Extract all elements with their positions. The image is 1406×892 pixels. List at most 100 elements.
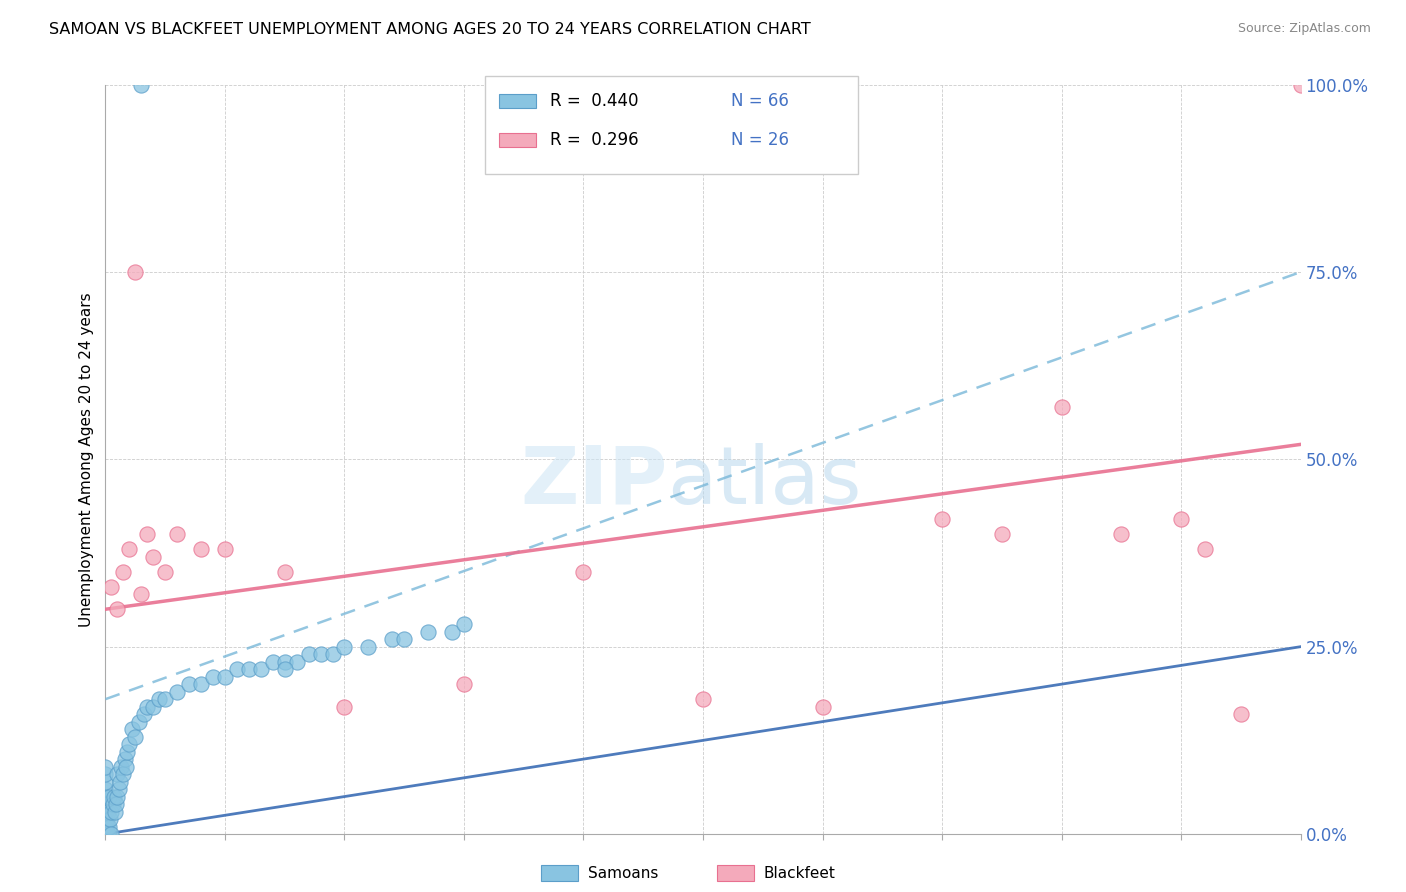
Point [128, 714, 150, 729]
Point [98, 789, 121, 804]
Text: R =  0.296: R = 0.296 [550, 131, 638, 149]
Point [166, 684, 188, 698]
Point [392, 632, 416, 647]
Text: Blackfeet: Blackfeet [763, 866, 835, 880]
Point [1194, 542, 1216, 557]
Point [136, 527, 159, 541]
Point [124, 730, 146, 744]
Point [440, 624, 463, 639]
Point [118, 737, 141, 751]
Point [94, 797, 117, 811]
Point [572, 565, 595, 579]
Point [100, 805, 122, 819]
Point [177, 677, 201, 691]
Point [190, 542, 212, 557]
Point [129, 587, 153, 601]
Point [453, 617, 475, 632]
Point [94, 827, 117, 841]
Point [132, 707, 155, 722]
Point [108, 774, 131, 789]
Point [94, 774, 117, 789]
Point [214, 670, 236, 684]
Point [297, 647, 319, 661]
Point [285, 655, 308, 669]
Point [94, 789, 117, 804]
Point [309, 647, 332, 661]
Point [98, 820, 121, 834]
Point [94, 782, 117, 797]
Point [107, 789, 129, 804]
Point [101, 797, 124, 811]
Point [136, 699, 159, 714]
Point [166, 527, 188, 541]
Point [333, 640, 356, 654]
Point [381, 632, 404, 647]
Point [97, 827, 120, 841]
Point [225, 662, 249, 676]
Point [94, 767, 117, 781]
Point [153, 565, 177, 579]
Point [262, 655, 284, 669]
Point [118, 542, 141, 557]
Point [1111, 527, 1133, 541]
Point [100, 580, 122, 594]
Point [103, 789, 125, 804]
Point [94, 759, 117, 773]
Point [94, 812, 117, 826]
Point [94, 820, 117, 834]
Point [114, 759, 136, 773]
Point [115, 745, 138, 759]
Point [112, 565, 135, 579]
Point [692, 692, 714, 706]
Point [94, 805, 117, 819]
Point [333, 699, 356, 714]
Point [148, 692, 170, 706]
Point [94, 827, 117, 841]
Text: SAMOAN VS BLACKFEET UNEMPLOYMENT AMONG AGES 20 TO 24 YEARS CORRELATION CHART: SAMOAN VS BLACKFEET UNEMPLOYMENT AMONG A… [49, 22, 811, 37]
Point [100, 827, 122, 841]
Point [273, 662, 295, 676]
Point [153, 692, 177, 706]
Text: N = 26: N = 26 [731, 131, 789, 149]
Y-axis label: Unemployment Among Ages 20 to 24 years: Unemployment Among Ages 20 to 24 years [79, 292, 94, 627]
Point [142, 699, 165, 714]
Point [238, 662, 260, 676]
Point [129, 78, 153, 92]
Point [97, 805, 120, 819]
Point [214, 542, 236, 557]
Point [105, 797, 128, 811]
Point [107, 602, 129, 616]
Point [273, 655, 295, 669]
Text: R =  0.440: R = 0.440 [550, 92, 638, 110]
Text: ZIP: ZIP [520, 442, 666, 521]
Point [96, 812, 118, 826]
Point [104, 805, 127, 819]
Point [202, 670, 225, 684]
Text: Samoans: Samoans [588, 866, 658, 880]
Point [190, 677, 212, 691]
Point [990, 527, 1012, 541]
Point [1050, 400, 1073, 414]
Text: Source: ZipAtlas.com: Source: ZipAtlas.com [1237, 22, 1371, 36]
Text: atlas: atlas [666, 442, 862, 521]
Point [96, 820, 118, 834]
Point [453, 677, 475, 691]
Point [357, 640, 380, 654]
Point [1289, 78, 1312, 92]
Point [112, 767, 135, 781]
Point [107, 767, 129, 781]
Text: N = 66: N = 66 [731, 92, 789, 110]
Point [273, 565, 295, 579]
Point [94, 827, 117, 841]
Point [121, 722, 143, 736]
Point [321, 647, 344, 661]
Point [114, 752, 136, 766]
Point [931, 512, 953, 526]
Point [124, 265, 146, 279]
Point [811, 699, 834, 714]
Point [107, 782, 129, 797]
Point [1170, 512, 1192, 526]
Point [250, 662, 273, 676]
Point [98, 812, 121, 826]
Point [1229, 707, 1251, 722]
